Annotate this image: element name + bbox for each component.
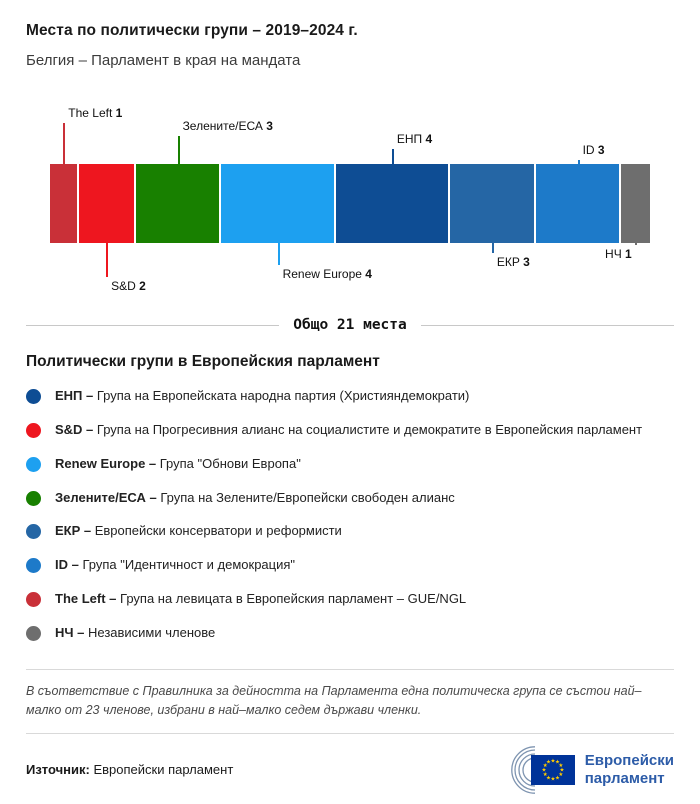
bar-segment-5 (449, 164, 536, 243)
source-value: Европейски парламент (93, 762, 234, 777)
legend-label: ЕКР – Европейски консерватори и реформис… (55, 523, 342, 539)
callout-line-3 (277, 243, 280, 265)
legend-label: ID – Група "Идентичност и демокрация" (55, 557, 296, 573)
bar-segment-1 (78, 164, 136, 243)
divider-bottom (26, 732, 674, 734)
footer: Източник: Европейски парламент ★ ★ ★ ★ ★ ★ ★ ★ ★… (26, 745, 674, 794)
svg-text:★: ★ (558, 762, 563, 769)
svg-text:★: ★ (559, 766, 564, 773)
svg-text:★: ★ (546, 758, 551, 765)
callout-label-3: Renew Europe 4 (282, 267, 372, 281)
legend-item-4: ЕКР – Европейски консерватори и реформис… (26, 522, 674, 541)
legend-item-3: Зелените/ЕСА – Група на Зелените/Европей… (26, 489, 674, 508)
european-parliament-logo: ★ ★ ★ ★ ★ ★ ★ ★ ★ ★ ★ ★ Европейски парламент (499, 745, 674, 794)
legend-dot-icon (26, 524, 41, 540)
callout-label-0: The Left 1 (68, 106, 123, 120)
legend-label: Зелените/ЕСА – Група на Зелените/Европей… (55, 489, 455, 505)
divider-top (26, 668, 674, 670)
bar-segment-0 (50, 164, 79, 243)
callout-line-7 (634, 243, 637, 245)
callout-line-1 (106, 243, 109, 277)
callout-line-5 (491, 243, 494, 253)
callout-label-6: ID 3 (582, 143, 605, 157)
legend-item-7: НЧ – Независими членове (26, 624, 674, 643)
bar-segment-2 (135, 164, 222, 243)
legend-label: S&D – Група на Прогресивния алианс на со… (55, 421, 643, 437)
legend-item-0: ЕНП – Група на Европейската народна парт… (26, 387, 674, 406)
legend-item-1: S&D – Група на Прогресивния алианс на со… (26, 421, 674, 440)
svg-text:★: ★ (546, 774, 551, 781)
eu-flag-stars: ★ ★★★★★★★★★★★ (541, 757, 564, 782)
footnote: В съответствие с Правилника за дейността… (26, 683, 642, 718)
svg-text:★: ★ (550, 775, 555, 782)
legend: ЕНП – Група на Европейската народна парт… (26, 387, 674, 643)
legend-label: НЧ – Независими членове (55, 624, 216, 640)
callout-line-0 (63, 123, 66, 164)
legend-dot-icon (26, 558, 41, 574)
callout-line-4 (391, 149, 394, 164)
bar-segment-3 (221, 164, 336, 243)
seats-stacked-bar-chart: The Left 1 S&D 2 Зелените/ЕСА 3 Renew Europ… (26, 103, 674, 293)
ep-logo-text-line2: парламент (584, 769, 665, 787)
legend-dot-icon (26, 389, 41, 404)
page-title: Места по политически групи – 2019–2024 г… (26, 22, 358, 39)
svg-text:★: ★ (555, 774, 560, 781)
svg-text:★: ★ (558, 771, 563, 778)
legend-label: Renew Europe – Група "Обнови Европа" (55, 455, 301, 471)
legend-dot-icon (26, 625, 41, 641)
divider-line-left (26, 324, 280, 326)
eu-flag-icon (530, 754, 575, 785)
total-seats-label: Общо 21 места (293, 317, 407, 333)
svg-text:★: ★ (555, 758, 560, 765)
callout-label-5: ЕКР 3 (496, 255, 530, 269)
legend-dot-icon (26, 422, 41, 438)
divider-line-right (420, 324, 674, 326)
source-label: Източник: (26, 762, 90, 777)
legend-dot-icon (26, 592, 41, 608)
ep-logo-text: Европейски парламент (585, 752, 674, 787)
callout-label-2: Зелените/ЕСА 3 (182, 119, 273, 133)
legend-item-5: ID – Група "Идентичност и демокрация" (26, 556, 674, 575)
total-seats-divider: Общо 21 места (26, 317, 674, 333)
legend-label: ЕНП – Група на Европейската народна парт… (55, 388, 470, 403)
legend-item-2: Renew Europe – Група "Обнови Европа" (26, 455, 674, 474)
callout-line-6 (577, 160, 580, 164)
svg-text:★: ★ (542, 771, 547, 778)
ep-logo-text-line1: Европейски (584, 752, 674, 770)
stacked-bar (50, 164, 650, 243)
callout-label-4: ЕНП 4 (396, 132, 433, 146)
bar-segment-4 (335, 164, 450, 243)
ep-logo-graphic: ★ ★★★★★★★★★★★ (510, 745, 575, 794)
legend-dot-icon (26, 490, 41, 506)
page-subtitle: Белгия – Парламент в края на мандата (26, 52, 301, 69)
callout-label-1: S&D 2 (111, 279, 146, 293)
bar-segment-7 (621, 164, 650, 243)
hemicycle-arcs-icon (510, 745, 535, 794)
svg-text:★: ★ (541, 766, 546, 773)
source-line: Източник: Европейски парламент (26, 762, 233, 777)
svg-text:★: ★ (542, 762, 547, 769)
legend-dot-icon (26, 456, 41, 472)
callout-label-7: НЧ 1 (605, 247, 632, 261)
svg-text:★: ★ (550, 757, 555, 764)
legend-title: Политически групи в Европейския парламен… (26, 353, 380, 370)
legend-item-6: The Left – Група на левицата в Европейск… (26, 590, 674, 609)
legend-label: The Left – Група на левицата в Европейск… (55, 591, 467, 607)
bar-segment-6 (535, 164, 622, 243)
callout-line-2 (177, 136, 180, 164)
